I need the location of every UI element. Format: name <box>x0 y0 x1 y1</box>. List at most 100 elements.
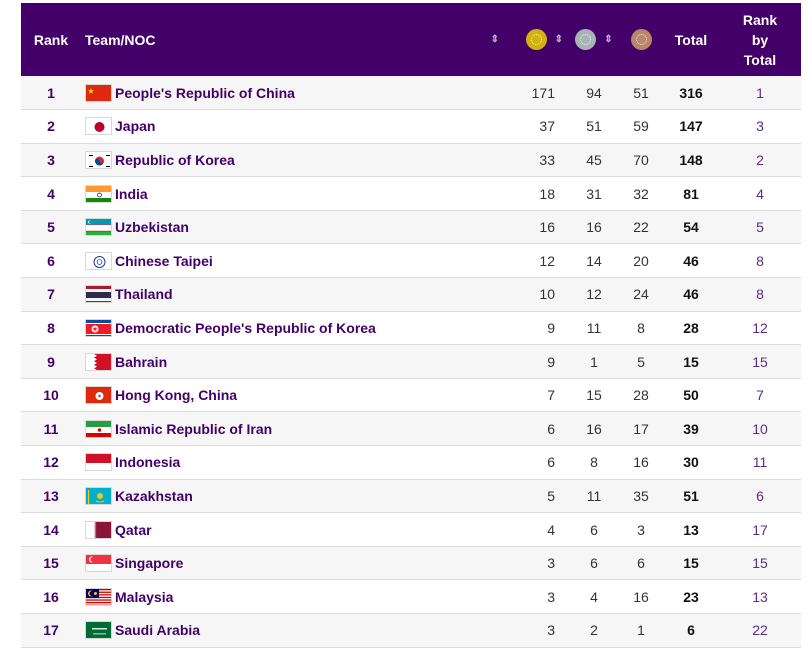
team-name-link[interactable]: Islamic Republic of Iran <box>115 420 273 437</box>
team-cell: Kazakhstan <box>81 479 511 513</box>
table-row: 6 Chinese Taipei 12 14 20 46 8 <box>21 243 801 278</box>
bronze-column-header[interactable] <box>619 3 663 76</box>
table-row: 16 Malaysia 3 4 16 23 13 <box>21 579 801 614</box>
thailand-flag-icon <box>85 285 112 304</box>
rank-by-total-cell: 10 <box>752 420 768 437</box>
rank-by-total-cell: 1 <box>756 84 764 101</box>
team-cell: Republic of Korea <box>81 143 511 177</box>
bronze-count-cell: 8 <box>637 319 645 336</box>
table-row: 7 Thailand 10 12 24 46 8 <box>21 277 801 312</box>
silver-count-cell: 11 <box>586 319 602 336</box>
team-cell: India <box>81 177 511 211</box>
indonesia-flag-icon <box>85 453 112 472</box>
rank-cell: 13 <box>43 487 59 504</box>
team-name-link[interactable]: Thailand <box>115 286 173 303</box>
bronze-count-cell: 6 <box>637 555 645 572</box>
rank-by-total-cell: 22 <box>752 622 768 639</box>
total-count-cell: 46 <box>683 286 699 303</box>
japan-flag-icon <box>85 117 112 136</box>
china-flag-icon <box>85 83 112 102</box>
silver-count-cell: 14 <box>586 252 602 269</box>
total-count-cell: 147 <box>679 118 703 135</box>
rank-cell: 17 <box>43 622 59 639</box>
table-row: 10 Hong Kong, China 7 15 28 50 7 <box>21 378 801 412</box>
team-column-label: Team/NOC <box>85 31 156 48</box>
malaysia-flag-icon <box>85 587 112 606</box>
silver-count-cell: 12 <box>586 286 602 303</box>
sort-icon[interactable]: ⇕ <box>490 34 499 45</box>
silver-count-cell: 11 <box>586 487 602 504</box>
table-row: 2 Japan 37 51 59 147 3 <box>21 109 801 144</box>
rank-cell: 9 <box>47 353 55 370</box>
silver-count-cell: 1 <box>590 353 598 370</box>
gold-count-cell: 6 <box>547 420 555 437</box>
silver-count-cell: 4 <box>590 588 598 605</box>
gold-medal-icon <box>525 29 547 50</box>
table-row: 13 Kazakhstan 5 11 35 51 6 <box>21 479 801 513</box>
team-name-link[interactable]: Qatar <box>115 521 152 538</box>
team-column-header[interactable]: Team/NOC ⇕ <box>81 3 511 76</box>
team-name-link[interactable]: Democratic People's Republic of Korea <box>115 319 376 336</box>
table-row: 15 Singapore 3 6 6 15 15 <box>21 546 801 580</box>
team-name-link[interactable]: Saudi Arabia <box>115 622 201 639</box>
team-cell: Malaysia <box>81 580 511 614</box>
rank-by-total-cell: 2 <box>756 151 764 168</box>
team-name-link[interactable]: India <box>115 185 148 202</box>
silver-count-cell: 16 <box>586 420 602 437</box>
rank-cell: 7 <box>47 286 55 303</box>
silver-count-cell: 6 <box>590 555 598 572</box>
rank-cell: 8 <box>47 319 55 336</box>
gold-count-cell: 16 <box>539 219 555 236</box>
team-name-link[interactable]: Chinese Taipei <box>115 252 213 269</box>
rank-cell: 16 <box>43 588 59 605</box>
silver-count-cell: 6 <box>590 521 598 538</box>
team-name-link[interactable]: Uzbekistan <box>115 219 189 236</box>
team-cell: People's Republic of China <box>81 76 511 110</box>
team-cell: Bahrain <box>81 345 511 379</box>
total-count-cell: 50 <box>683 387 699 404</box>
rank-by-total-line3: Total <box>743 51 777 68</box>
team-name-link[interactable]: Hong Kong, China <box>115 387 238 404</box>
team-name-link[interactable]: Japan <box>115 118 156 135</box>
total-column-header[interactable]: Total <box>674 31 708 48</box>
team-name-link[interactable]: Singapore <box>115 555 184 572</box>
team-name-link[interactable]: Republic of Korea <box>115 151 235 168</box>
total-count-cell: 30 <box>683 454 699 471</box>
rank-cell: 5 <box>47 219 55 236</box>
bronze-count-cell: 1 <box>637 622 645 639</box>
bronze-count-cell: 32 <box>633 185 649 202</box>
sort-icon[interactable]: ⇕ <box>554 34 563 45</box>
team-cell: Japan <box>81 110 511 144</box>
dprk-flag-icon <box>85 318 112 337</box>
team-name-link[interactable]: Malaysia <box>115 588 174 605</box>
rank-by-total-cell: 5 <box>756 219 764 236</box>
silver-count-cell: 94 <box>586 84 602 101</box>
table-header-row: Rank Team/NOC ⇕ ⇕ ⇕ Total Rank by Total <box>21 3 801 76</box>
gold-count-cell: 3 <box>547 622 555 639</box>
gold-count-cell: 5 <box>547 487 555 504</box>
gold-count-cell: 33 <box>539 151 555 168</box>
bronze-count-cell: 3 <box>637 521 645 538</box>
rank-column-header[interactable]: Rank <box>33 31 69 48</box>
india-flag-icon <box>85 184 112 203</box>
total-count-cell: 46 <box>683 252 699 269</box>
team-name-link[interactable]: Kazakhstan <box>115 487 193 504</box>
gold-count-cell: 10 <box>539 286 555 303</box>
bronze-count-cell: 16 <box>633 454 649 471</box>
team-cell: Qatar <box>81 513 511 547</box>
team-name-link[interactable]: Indonesia <box>115 454 181 471</box>
rank-by-total-column-header[interactable]: Rank by Total <box>719 3 801 76</box>
gold-column-header[interactable]: ⇕ <box>511 3 569 76</box>
team-name-link[interactable]: People's Republic of China <box>115 84 295 101</box>
total-count-cell: 54 <box>683 219 699 236</box>
table-row: 3 Republic of Korea 33 45 70 148 2 <box>21 143 801 177</box>
uzbekistan-flag-icon <box>85 218 112 237</box>
bronze-medal-icon <box>630 29 652 50</box>
saudi-arabia-flag-icon <box>85 621 112 640</box>
rank-by-total-cell: 8 <box>756 252 764 269</box>
total-count-cell: 39 <box>683 420 699 437</box>
sort-icon[interactable]: ⇕ <box>604 34 613 45</box>
total-count-cell: 15 <box>683 555 699 572</box>
silver-column-header[interactable]: ⇕ <box>569 3 619 76</box>
team-name-link[interactable]: Bahrain <box>115 353 168 370</box>
